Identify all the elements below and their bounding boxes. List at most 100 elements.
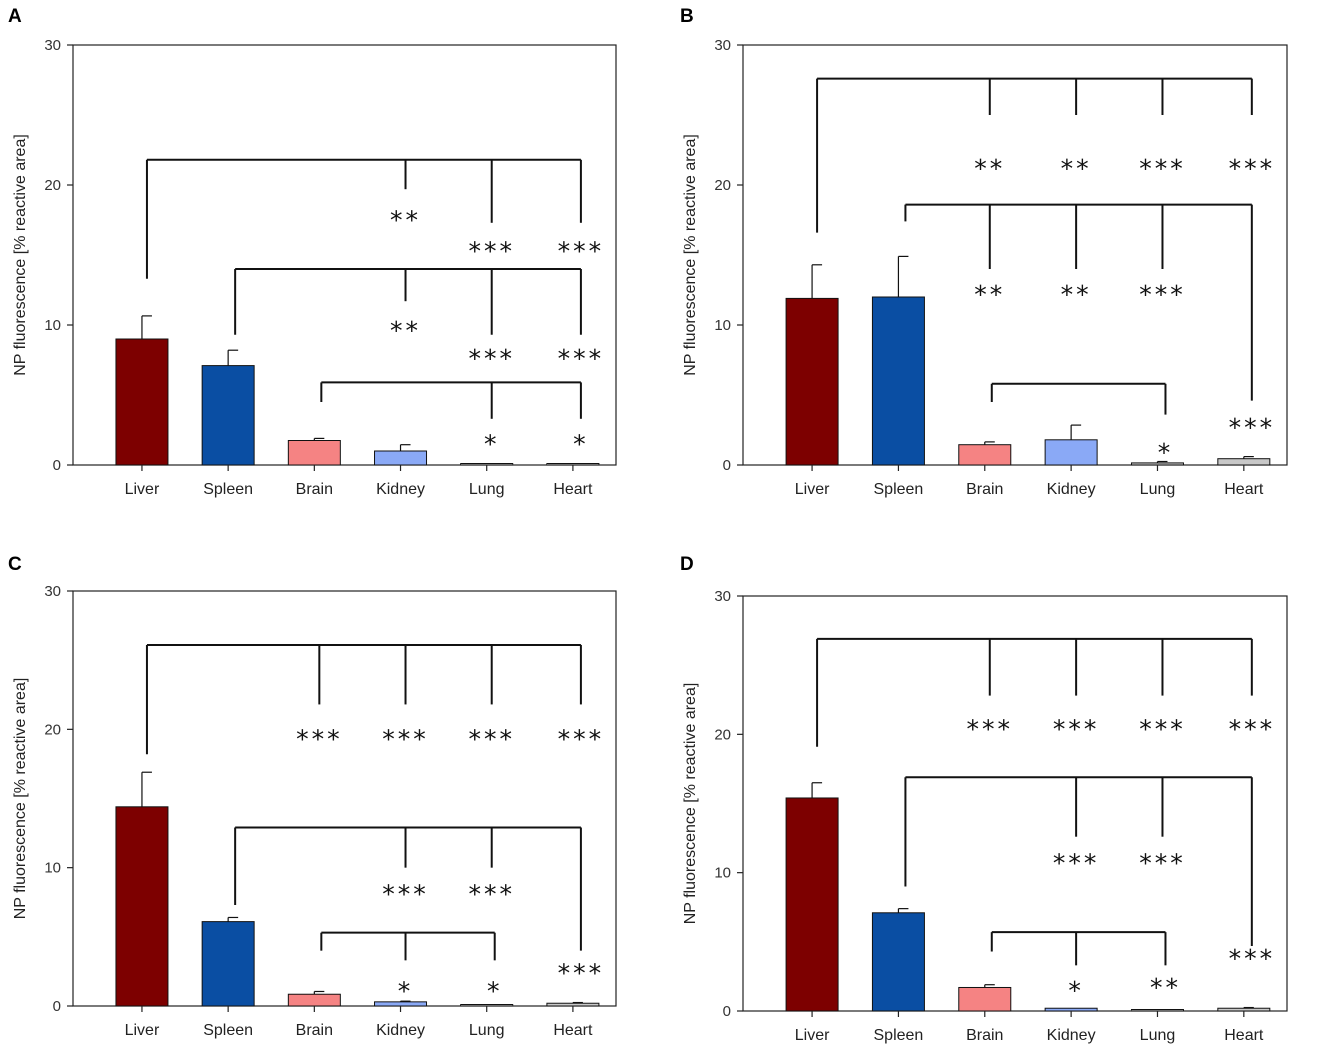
significance-stars: *** [1139,849,1186,878]
significance-stars: *** [468,236,515,265]
significance-stars: *** [1229,413,1276,442]
x-tick-label: Liver [795,481,830,498]
significance-stars: *** [558,236,605,265]
y-tick-label: 30 [44,37,61,54]
y-tick-label: 0 [723,1003,731,1020]
x-tick-label: Heart [553,1022,593,1039]
significance-stars: *** [468,344,515,373]
y-tick-label: 20 [714,177,731,194]
bar-lung [460,463,514,466]
bar-kidney [374,450,428,466]
plot-frame [742,595,1288,1012]
y-tick-label: 30 [44,583,61,600]
significance-stars: ** [1150,973,1181,1002]
x-tick-label: Brain [296,1022,333,1039]
x-tick-label: Brain [966,1027,1003,1044]
bar-heart [1217,458,1271,466]
significance-stars: *** [1053,849,1100,878]
y-axis-label: NP fluorescence [% reactive area] [12,678,29,920]
x-tick-label: Lung [469,481,505,498]
bar-heart [1217,1007,1271,1012]
significance-stars: * [487,976,503,1005]
bar-brain [287,993,341,1007]
bar-brain [287,440,341,466]
bar-heart [546,1002,600,1007]
y-tick-label: 10 [44,860,61,877]
x-tick-label: Kidney [1047,481,1096,498]
significance-stars: *** [558,958,605,987]
significance-stars: *** [1139,154,1186,183]
plot-frame [742,44,1288,466]
y-tick-label: 10 [44,317,61,334]
x-tick-label: Liver [125,1022,160,1039]
x-tick-label: Spleen [203,1022,253,1039]
x-tick-label: Heart [553,481,593,498]
bar-liver [115,338,169,466]
significance-stars: *** [558,725,605,754]
chart-panel-c: C 0 10 20 30 NP fluorescence [% reactive area… [8,554,617,1039]
significance-stars: *** [296,725,343,754]
chart-panel-d: D 0 10 20 30 NP fluorescence [% reactive area… [680,554,1288,1044]
significance-stars: *** [967,714,1014,743]
plot-frame [72,590,617,1007]
y-tick-label: 10 [714,317,731,334]
chart-panel-b: B 0 10 20 30 NP fluorescence [% reactive area… [680,6,1288,498]
significance-stars: *** [1139,714,1186,743]
significance-stars: ** [974,280,1005,309]
significance-stars: *** [1229,154,1276,183]
bar-lung [1130,1009,1184,1012]
x-tick-label: Brain [296,481,333,498]
y-tick-label: 0 [53,457,61,474]
x-tick-label: Lung [1140,1027,1176,1044]
y-tick-label: 30 [714,588,731,605]
significance-stars: *** [1139,280,1186,309]
x-tick-label: Kidney [1047,1027,1096,1044]
significance-stars: ** [1061,280,1092,309]
significance-stars: *** [382,725,429,754]
significance-stars: *** [468,880,515,909]
y-tick-label: 0 [53,998,61,1015]
x-tick-label: Spleen [874,1027,924,1044]
y-tick-label: 30 [714,37,731,54]
bar-brain [958,986,1012,1012]
significance-stars: * [484,430,500,459]
panel-label: D [680,554,694,575]
x-tick-label: Kidney [376,1022,425,1039]
x-tick-label: Lung [469,1022,505,1039]
chart-panel-a: A 0 10 20 30 NP fluorescence [% reactive area… [8,6,617,498]
significance-stars: *** [1229,714,1276,743]
panel-label: C [8,554,22,575]
bar-brain [958,444,1012,466]
significance-stars: * [573,430,589,459]
y-tick-label: 10 [714,865,731,882]
x-tick-label: Spleen [203,481,253,498]
significance-stars: *** [468,725,515,754]
plot-frame [72,44,617,466]
panel-label: B [680,6,694,27]
y-axis-label: NP fluorescence [% reactive area] [682,134,699,376]
x-tick-label: Heart [1224,481,1264,498]
significance-stars: * [398,976,414,1005]
significance-stars: *** [1229,944,1276,973]
significance-stars: *** [1053,714,1100,743]
bar-spleen [201,921,255,1007]
significance-stars: ** [390,316,421,345]
x-tick-label: Heart [1224,1027,1264,1044]
significance-stars: ** [390,206,421,235]
x-tick-label: Kidney [376,481,425,498]
y-tick-label: 0 [723,457,731,474]
significance-stars: *** [558,344,605,373]
x-tick-label: Brain [966,481,1003,498]
bar-heart [546,463,600,466]
bar-liver [115,806,169,1007]
bar-kidney [1044,439,1098,466]
significance-stars: * [1068,976,1084,1005]
significance-stars: ** [974,154,1005,183]
x-tick-label: Lung [1140,481,1176,498]
y-axis-label: NP fluorescence [% reactive area] [12,134,29,376]
y-tick-label: 20 [714,726,731,743]
panel-label: A [8,6,22,27]
bar-liver [785,797,839,1012]
y-tick-label: 20 [44,721,61,738]
